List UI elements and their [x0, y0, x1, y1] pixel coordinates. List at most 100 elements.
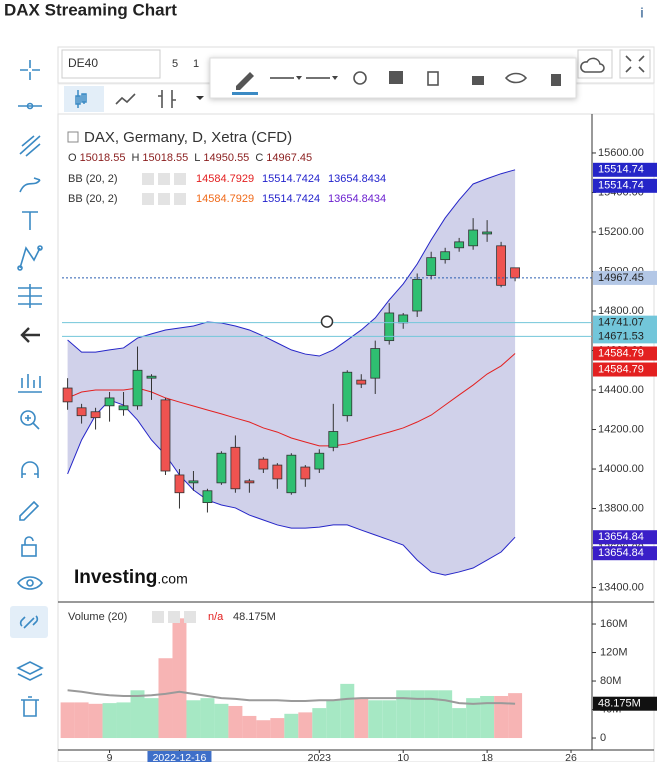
link-tool[interactable] [19, 615, 39, 629]
candle-body [118, 405, 129, 411]
indicator-icon [142, 173, 154, 185]
candle-body [496, 245, 507, 286]
indicator-icon [158, 193, 170, 205]
brush-tool[interactable] [19, 177, 41, 193]
indicator-name: BB (20, 2) [68, 173, 118, 185]
copy-icon[interactable] [427, 71, 439, 86]
fullscreen-icon [625, 55, 645, 73]
axis-marker-label: 13654.84 [598, 547, 644, 559]
volume-bar [88, 703, 103, 739]
volume-bar [74, 702, 89, 739]
axis-marker-bg [593, 362, 657, 377]
indicator-value: 13654.8434 [328, 193, 386, 205]
volume-bar [130, 690, 145, 739]
axis-marker-bg [593, 530, 657, 545]
volume-bar [102, 703, 117, 739]
ohlc-label: L [194, 152, 200, 164]
text-tool[interactable] [22, 211, 38, 230]
magnet-tool[interactable] [21, 461, 39, 478]
symbol-text: DE40 [68, 56, 98, 70]
volume-bar [214, 703, 229, 739]
bar-type-icon[interactable] [158, 90, 176, 108]
volume-bar [186, 700, 201, 739]
axis-marker-label: 14584.79 [598, 363, 644, 375]
visibility-tool[interactable] [16, 576, 44, 590]
indicator-value: 15514.7424 [262, 193, 320, 205]
volume-bar [396, 690, 411, 739]
volume-bar [172, 618, 187, 739]
axis-marker-bg [593, 178, 657, 193]
eye-icon[interactable] [504, 72, 528, 84]
y-tick-label: 13400.00 [598, 581, 644, 593]
volume-bar [200, 698, 215, 739]
axis-marker-label: 15514.74 [598, 164, 644, 176]
volume-y-tick-label: 160M [600, 618, 628, 630]
edit-tool[interactable] [19, 500, 40, 521]
y-tick-label: 14800.00 [598, 305, 644, 317]
settings-icon[interactable] [353, 71, 367, 85]
volume-bar [298, 712, 313, 739]
axis-marker-bg [593, 546, 657, 561]
volume-bar [466, 698, 481, 739]
ohlc-value: 14967.45 [266, 152, 312, 164]
count-text[interactable]: 1 [193, 58, 199, 70]
candle-body [426, 257, 437, 276]
layers-tool[interactable] [16, 661, 44, 681]
ohlc-label: H [131, 152, 139, 164]
trend-tool[interactable] [19, 135, 41, 157]
pattern-tool[interactable] [17, 245, 43, 271]
volume-bar [382, 700, 397, 739]
hline-axis-label: 14741.07 [598, 317, 644, 329]
volume-bar [312, 708, 327, 739]
interval-text[interactable]: 5 [172, 58, 178, 70]
fib-tool[interactable] [18, 284, 42, 308]
x-tick-label: 18 [481, 752, 493, 762]
indicator-tool[interactable] [18, 374, 42, 393]
x-tick-label: 2023 [308, 752, 332, 762]
trash-icon[interactable] [549, 72, 563, 86]
indicator-icon [174, 173, 186, 185]
candle-body [314, 452, 325, 470]
indicator-value: 14584.7929 [196, 173, 254, 185]
candle-body [244, 480, 255, 484]
y-tick-label: 13800.00 [598, 502, 644, 514]
volume-legend-icon [168, 611, 180, 623]
left-toolbar [10, 60, 48, 717]
candle-body [258, 458, 269, 470]
candle-body [62, 387, 73, 403]
symbol-input[interactable] [61, 49, 161, 79]
candle-body [356, 379, 367, 385]
crosshair-tool[interactable] [20, 60, 40, 80]
back-tool[interactable] [20, 327, 40, 343]
line-type-icon[interactable] [115, 93, 136, 105]
zoom-tool[interactable] [20, 410, 40, 430]
indicator-name: BB (20, 2) [68, 193, 118, 205]
candle-body [132, 369, 143, 407]
candle-body [468, 229, 479, 247]
volume-y-tick-label: 0 [600, 732, 606, 744]
volume-legend-icon [152, 611, 164, 623]
candle-body [188, 480, 199, 484]
y-tick-label: 14000.00 [598, 463, 644, 475]
drawing-handle [320, 315, 334, 328]
last-price-label-bg [593, 270, 657, 285]
lock-tool[interactable] [21, 536, 37, 557]
candle-body [272, 464, 283, 480]
volume-bar [354, 698, 369, 739]
volume-bar [508, 693, 523, 739]
lock-icon[interactable] [472, 76, 484, 85]
cloud-button[interactable] [577, 49, 613, 79]
dropdown-arrow[interactable] [196, 96, 204, 100]
fill-icon[interactable] [389, 71, 403, 84]
info-icon[interactable]: i [640, 5, 644, 21]
y-tick-label: 15600.00 [598, 147, 644, 159]
fullscreen-button[interactable] [619, 49, 651, 79]
volume-bar [480, 695, 495, 739]
pen-icon[interactable] [236, 72, 254, 90]
volume-y-tick-label: 80M [600, 675, 621, 687]
line-tool[interactable] [18, 102, 42, 110]
y-tick-label: 15200.00 [598, 226, 644, 238]
delete-tool[interactable] [21, 696, 39, 717]
volume-bar [494, 695, 509, 739]
style-dropdowns [296, 76, 338, 80]
